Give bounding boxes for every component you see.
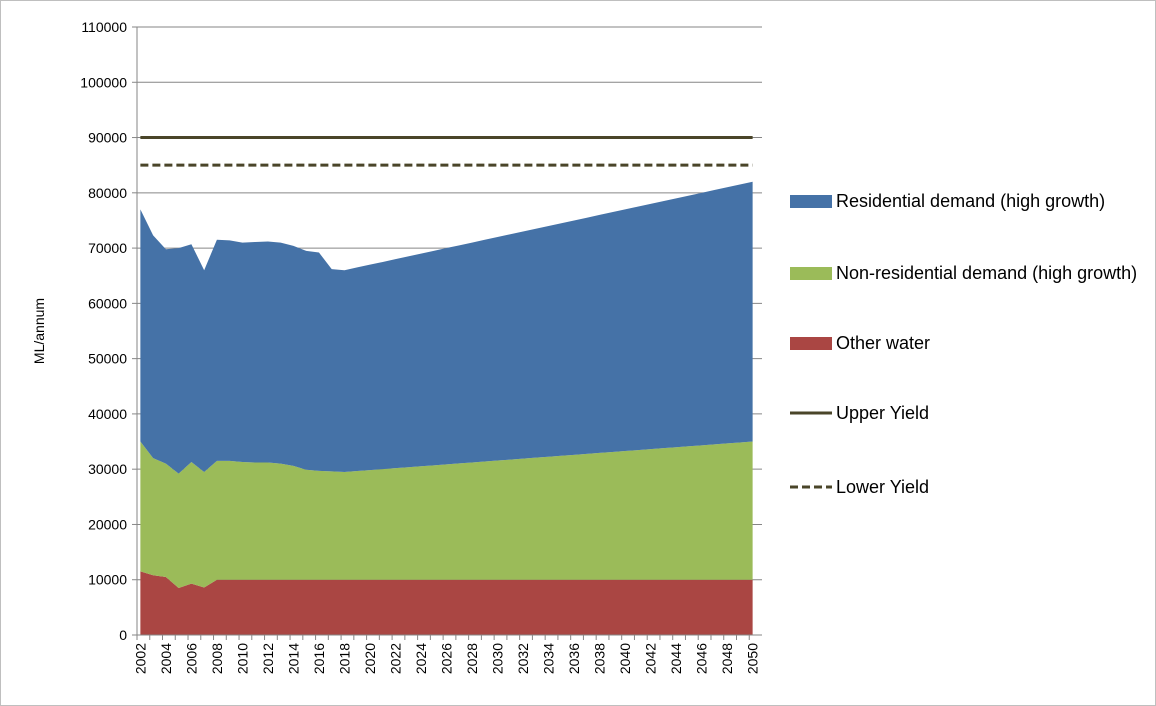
y-tick-label: 110000 bbox=[81, 19, 127, 35]
x-tick-label: 2032 bbox=[515, 643, 531, 674]
x-tick-label: 2010 bbox=[234, 643, 250, 674]
x-tick-label: 2006 bbox=[183, 643, 199, 674]
x-tick-label: 2018 bbox=[336, 643, 352, 674]
y-tick-label: 70000 bbox=[88, 240, 127, 256]
legend-swatch bbox=[790, 195, 832, 208]
x-tick-label: 2030 bbox=[490, 643, 506, 674]
x-tick-label: 2040 bbox=[617, 643, 633, 674]
y-tick-label: 50000 bbox=[88, 351, 127, 367]
x-tick-label: 2048 bbox=[719, 643, 735, 674]
legend-swatch bbox=[790, 337, 832, 350]
y-tick-label: 40000 bbox=[88, 406, 127, 422]
area bbox=[140, 571, 753, 635]
legend-label: Other water bbox=[836, 333, 931, 353]
x-tick-label: 2042 bbox=[643, 643, 659, 674]
legend-label: Lower Yield bbox=[836, 477, 930, 497]
legend-label: Upper Yield bbox=[836, 403, 930, 423]
x-tick-label: 2028 bbox=[464, 643, 480, 674]
x-tick-label: 2024 bbox=[413, 643, 429, 674]
x-tick-label: 2044 bbox=[668, 643, 684, 674]
area bbox=[140, 441, 753, 589]
y-tick-label: 80000 bbox=[88, 185, 127, 201]
x-tick-label: 2026 bbox=[439, 643, 455, 674]
x-tick-label: 2038 bbox=[592, 643, 608, 674]
x-tick-label: 2036 bbox=[566, 643, 582, 674]
x-tick-label: 2016 bbox=[311, 643, 327, 674]
x-tick-label: 2014 bbox=[285, 643, 301, 674]
y-tick-label: 100000 bbox=[80, 74, 127, 90]
y-tick-label: 60000 bbox=[88, 295, 127, 311]
area bbox=[140, 181, 753, 474]
x-tick-label: 2050 bbox=[745, 643, 761, 674]
y-tick-label: 90000 bbox=[88, 130, 127, 146]
x-tick-label: 2008 bbox=[209, 643, 225, 674]
y-tick-label: 20000 bbox=[88, 516, 127, 532]
legend-label: Residential demand (high growth) bbox=[836, 191, 1106, 211]
x-tick-label: 2022 bbox=[387, 643, 403, 674]
x-tick-label: 2020 bbox=[362, 643, 378, 674]
legend-swatch bbox=[790, 267, 832, 280]
y-axis-title: ML/annum bbox=[31, 298, 47, 364]
x-tick-label: 2002 bbox=[132, 643, 148, 674]
y-tick-label: 30000 bbox=[88, 461, 127, 477]
y-tick-label: 0 bbox=[119, 627, 127, 643]
legend-label: Non-residential demand (high growth) bbox=[836, 263, 1138, 283]
y-tick-label: 10000 bbox=[88, 572, 127, 588]
x-tick-label: 2012 bbox=[260, 643, 276, 674]
x-tick-label: 2034 bbox=[541, 643, 557, 674]
x-tick-label: 2046 bbox=[694, 643, 710, 674]
x-tick-label: 2004 bbox=[158, 643, 174, 674]
